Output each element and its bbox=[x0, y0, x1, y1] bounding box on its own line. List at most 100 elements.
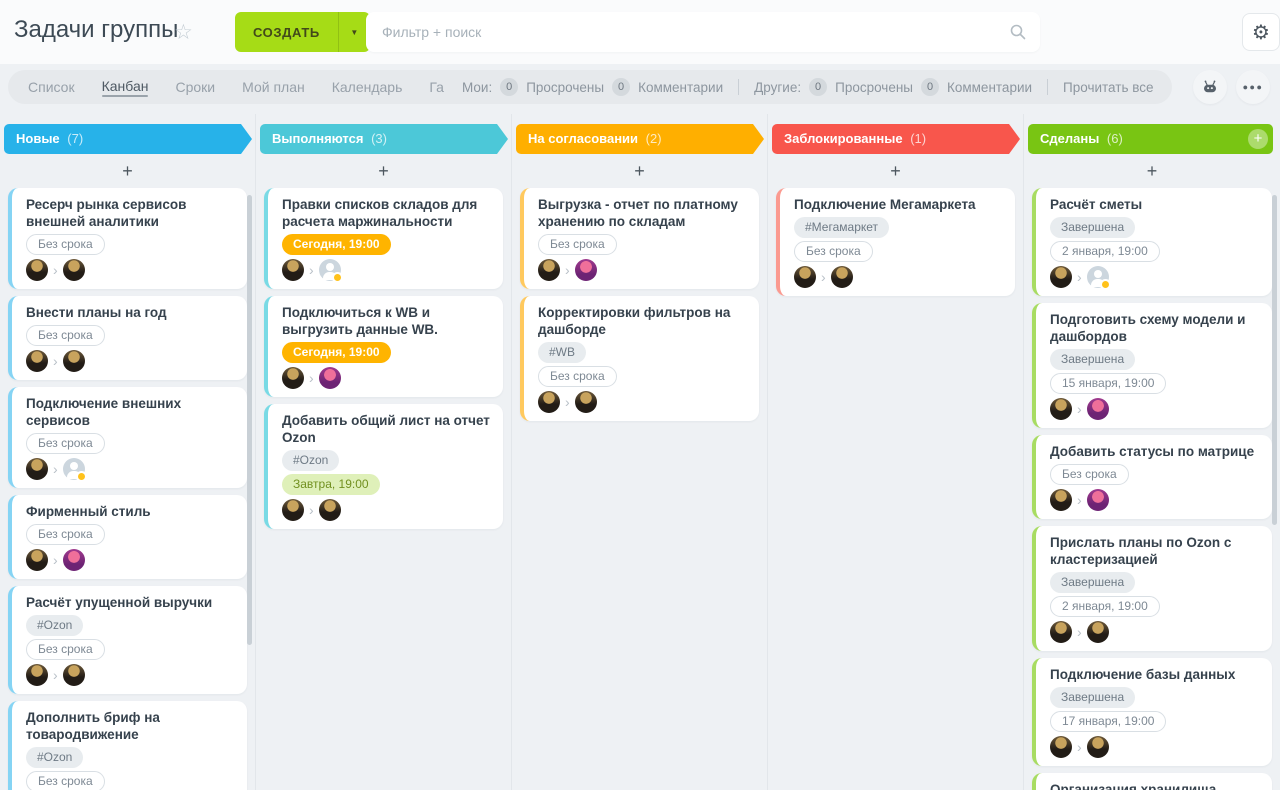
more-button[interactable]: ●●● bbox=[1236, 70, 1270, 104]
due-pill[interactable]: Без срока bbox=[26, 524, 105, 545]
tab-my-plan[interactable]: Мой план bbox=[242, 79, 305, 95]
read-all-button[interactable]: Прочитать все bbox=[1063, 79, 1154, 95]
task-card[interactable]: Подготовить схему модели и дашбордов Зав… bbox=[1032, 303, 1272, 428]
task-card[interactable]: Корректировки фильтров на дашборде #WB Бе… bbox=[520, 296, 759, 421]
settings-button[interactable]: ⚙ bbox=[1242, 13, 1280, 51]
avatar[interactable] bbox=[538, 259, 560, 281]
task-card[interactable]: Подключение внешних сервисов Без срока › bbox=[8, 387, 247, 488]
avatar[interactable] bbox=[830, 266, 853, 288]
bot-button[interactable] bbox=[1193, 70, 1227, 104]
due-pill[interactable]: Завтра, 19:00 bbox=[282, 474, 380, 495]
due-pill[interactable]: Без срока bbox=[538, 234, 617, 255]
avatar[interactable] bbox=[282, 367, 304, 389]
caret-down-icon[interactable]: ▼ bbox=[337, 12, 370, 52]
due-pill[interactable]: 2 января, 19:00 bbox=[1050, 596, 1160, 617]
task-card[interactable]: Правки списков складов для расчета маржи… bbox=[264, 188, 503, 289]
avatar-placeholder[interactable] bbox=[62, 458, 87, 482]
avatar[interactable] bbox=[1050, 621, 1072, 643]
avatar[interactable] bbox=[282, 499, 304, 521]
column-scrollbar[interactable] bbox=[247, 195, 252, 645]
avatar[interactable] bbox=[26, 259, 48, 281]
task-card[interactable]: Выгрузка - отчет по платному хранению по… bbox=[520, 188, 759, 289]
task-card[interactable]: Фирменный стиль Без срока › bbox=[8, 495, 247, 579]
due-pill[interactable]: Без срока bbox=[794, 241, 873, 262]
task-card[interactable]: Добавить общий лист на отчет Ozon #Ozon З… bbox=[264, 404, 503, 529]
add-card-button[interactable]: + bbox=[634, 161, 645, 181]
avatar[interactable] bbox=[1086, 621, 1109, 643]
due-pill[interactable]: Сегодня, 19:00 bbox=[282, 342, 391, 363]
avatar[interactable] bbox=[62, 549, 85, 571]
others-overdue-label[interactable]: Просрочены bbox=[835, 79, 913, 95]
task-card[interactable]: Подключение базы данных Завершена 17 янва… bbox=[1032, 658, 1272, 766]
due-pill[interactable]: Без срока bbox=[26, 325, 105, 346]
due-pill[interactable]: 2 января, 19:00 bbox=[1050, 241, 1160, 262]
tag-pill[interactable]: #WB bbox=[538, 342, 587, 363]
add-task-icon[interactable]: + bbox=[1248, 129, 1268, 149]
search-input[interactable] bbox=[366, 12, 1040, 52]
add-card-button[interactable]: + bbox=[1146, 161, 1158, 181]
others-comments-label[interactable]: Комментарии bbox=[947, 79, 1033, 95]
avatar[interactable] bbox=[1050, 266, 1072, 288]
avatar[interactable] bbox=[1086, 398, 1109, 420]
due-pill[interactable]: Без срока bbox=[26, 771, 105, 790]
task-card[interactable]: Добавить статусы по матрице Без срока › bbox=[1032, 435, 1272, 519]
column-scrollbar[interactable] bbox=[1272, 195, 1277, 525]
tag-pill[interactable]: Завершена bbox=[1050, 349, 1136, 370]
tag-pill[interactable]: #Мегамаркет bbox=[794, 217, 890, 238]
due-pill[interactable]: Без срока bbox=[26, 639, 105, 660]
tab-list[interactable]: Список bbox=[28, 79, 75, 95]
avatar[interactable] bbox=[574, 259, 597, 281]
add-card-button[interactable]: + bbox=[378, 161, 389, 181]
avatar[interactable] bbox=[318, 367, 341, 389]
avatar[interactable] bbox=[62, 259, 85, 281]
task-card[interactable]: Подключение Мегамаркета #Мегамаркет Без с… bbox=[776, 188, 1015, 296]
avatar[interactable] bbox=[26, 458, 48, 480]
add-card-button[interactable]: + bbox=[122, 161, 133, 181]
tag-pill[interactable]: Завершена bbox=[1050, 217, 1136, 238]
due-pill[interactable]: Без срока bbox=[26, 433, 105, 454]
due-pill[interactable]: Сегодня, 19:00 bbox=[282, 234, 391, 255]
avatar[interactable] bbox=[26, 664, 48, 686]
tab-deadlines[interactable]: Сроки bbox=[175, 79, 216, 95]
tag-pill[interactable]: Завершена bbox=[1050, 687, 1136, 708]
avatar[interactable] bbox=[574, 391, 597, 413]
due-pill[interactable]: 17 января, 19:00 bbox=[1050, 711, 1167, 732]
avatar[interactable] bbox=[26, 350, 48, 372]
avatar[interactable] bbox=[318, 499, 341, 521]
avatar[interactable] bbox=[62, 350, 85, 372]
tag-pill[interactable]: #Ozon bbox=[26, 747, 84, 768]
task-card[interactable]: Расчёт сметы Завершена 2 января, 19:00 › bbox=[1032, 188, 1272, 296]
tag-pill[interactable]: #Ozon bbox=[282, 450, 340, 471]
task-card[interactable]: Подключиться к WB и выгрузить данные WB.… bbox=[264, 296, 503, 397]
favorite-star-icon[interactable]: ☆ bbox=[174, 21, 193, 44]
tag-pill[interactable]: Завершена bbox=[1050, 572, 1136, 593]
avatar-placeholder[interactable] bbox=[318, 259, 343, 283]
avatar[interactable] bbox=[1050, 736, 1072, 758]
avatar[interactable] bbox=[1050, 398, 1072, 420]
avatar[interactable] bbox=[794, 266, 816, 288]
create-button[interactable]: СОЗДАТЬ ▼ bbox=[235, 12, 370, 52]
avatar[interactable] bbox=[1086, 736, 1109, 758]
task-card[interactable]: Прислать планы по Ozon с кластеризацией … bbox=[1032, 526, 1272, 651]
my-overdue-label[interactable]: Просрочены bbox=[526, 79, 605, 95]
due-pill[interactable]: 15 января, 19:00 bbox=[1050, 373, 1167, 394]
tab-calendar[interactable]: Календарь bbox=[331, 79, 403, 95]
avatar[interactable] bbox=[62, 664, 85, 686]
task-card[interactable]: Организация хранилища Завершена bbox=[1032, 773, 1272, 790]
avatar[interactable] bbox=[282, 259, 304, 281]
avatar[interactable] bbox=[1086, 489, 1109, 511]
due-pill[interactable]: Без срока bbox=[538, 366, 617, 387]
due-pill[interactable]: Без срока bbox=[1050, 464, 1129, 485]
add-card-button[interactable]: + bbox=[890, 161, 901, 181]
task-card[interactable]: Ресерч рынка сервисов внешней аналитики … bbox=[8, 188, 247, 289]
tag-pill[interactable]: #Ozon bbox=[26, 615, 84, 636]
due-pill[interactable]: Без срока bbox=[26, 234, 105, 255]
tab-kanban[interactable]: Канбан bbox=[102, 78, 149, 97]
avatar-placeholder[interactable] bbox=[1086, 266, 1111, 290]
task-card[interactable]: Расчёт упущенной выручки #Ozon Без срока … bbox=[8, 586, 247, 694]
avatar[interactable] bbox=[1050, 489, 1072, 511]
task-card[interactable]: Внести планы на год Без срока › bbox=[8, 296, 247, 380]
my-comments-label[interactable]: Комментарии bbox=[638, 79, 724, 95]
avatar[interactable] bbox=[538, 391, 560, 413]
avatar[interactable] bbox=[26, 549, 48, 571]
